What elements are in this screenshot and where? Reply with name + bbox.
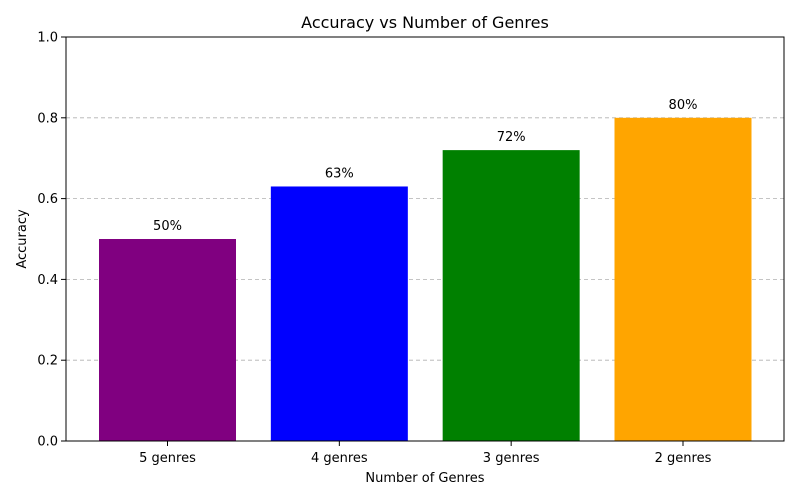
data-labels: 50% 63% 72% 80% — [153, 98, 697, 234]
y-tick-label: 0.2 — [37, 354, 58, 369]
x-tick-label: 4 genres — [311, 451, 368, 466]
x-tick-label: 2 genres — [655, 451, 712, 466]
bar-value-label: 50% — [153, 219, 182, 234]
bars — [99, 117, 752, 442]
y-tick-label: 0.0 — [37, 435, 58, 450]
y-tick-label: 0.6 — [37, 192, 58, 207]
bar-3 — [442, 150, 580, 441]
bar-2 — [270, 186, 408, 441]
x-tick-label: 5 genres — [139, 451, 196, 466]
bar-value-label: 80% — [669, 98, 698, 113]
bar-1 — [99, 239, 236, 441]
x-tick-label: 3 genres — [483, 451, 540, 466]
y-tick-label: 0.4 — [37, 273, 58, 288]
bar-value-label: 63% — [325, 166, 354, 181]
chart-title: Accuracy vs Number of Genres — [301, 13, 549, 32]
y-tick-label: 0.8 — [37, 111, 58, 126]
plot-area-frame — [65, 36, 785, 442]
x-axis-ticks: 5 genres 4 genres 3 genres 2 genres — [139, 441, 712, 466]
bar-value-label: 72% — [497, 130, 526, 145]
bar-4 — [614, 117, 752, 442]
y-axis-label: Accuracy — [15, 209, 30, 269]
y-tick-label: 1.0 — [37, 31, 58, 46]
x-axis-label: Number of Genres — [365, 471, 484, 486]
y-axis-ticks: 0.0 0.2 0.4 0.6 0.8 1.0 — [37, 31, 66, 450]
